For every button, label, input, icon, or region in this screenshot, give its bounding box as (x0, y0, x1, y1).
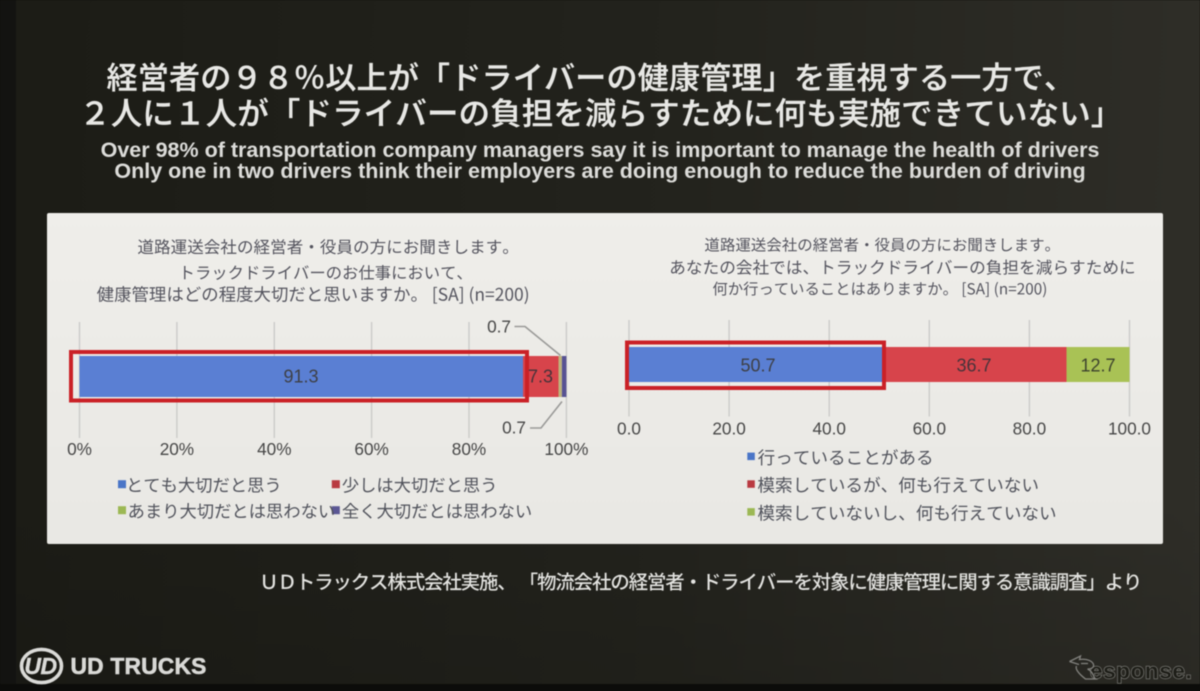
svg-text:50.7: 50.7 (740, 356, 775, 376)
svg-text:100.0: 100.0 (1108, 419, 1151, 439)
svg-text:UD TRUCKS: UD TRUCKS (71, 653, 207, 679)
svg-text:esponse.: esponse. (1090, 659, 1192, 684)
svg-text:0.7: 0.7 (502, 418, 526, 438)
svg-text:40%: 40% (257, 439, 291, 459)
svg-text:36.7: 36.7 (956, 356, 991, 376)
svg-text:20.0: 20.0 (712, 419, 745, 439)
svg-text:91.3: 91.3 (283, 367, 318, 387)
svg-text:7.3: 7.3 (528, 367, 553, 387)
svg-text:0.0: 0.0 (617, 419, 641, 439)
svg-text:0.7: 0.7 (487, 317, 511, 337)
svg-text:80%: 80% (452, 439, 486, 459)
svg-text:12.7: 12.7 (1080, 356, 1115, 376)
svg-text:60.0: 60.0 (913, 419, 946, 439)
svg-text:60%: 60% (354, 439, 388, 459)
svg-text:0%: 0% (67, 439, 92, 459)
svg-text:80.0: 80.0 (1013, 419, 1046, 439)
svg-text:20%: 20% (160, 439, 194, 459)
svg-text:40.0: 40.0 (812, 419, 845, 439)
svg-text:100%: 100% (544, 439, 588, 459)
svg-text:UD: UD (24, 653, 56, 679)
